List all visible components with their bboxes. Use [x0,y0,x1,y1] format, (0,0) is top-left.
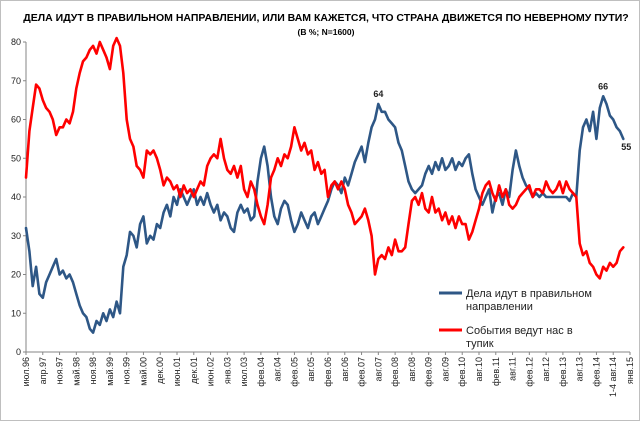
data-label: 55 [621,142,631,152]
legend-label-line: События ведут нас в [466,325,573,337]
y-tick-label: 10 [11,308,21,318]
x-tick-label: фев.05 [289,357,299,387]
x-tick-label: май.00 [138,357,148,386]
x-tick-label: авг.13 [575,357,585,381]
x-tick-label: авг.07 [373,357,383,381]
x-tick-label: ноя.97 [55,357,65,384]
x-tick-label: фев.06 [323,357,333,387]
series-line-2 [24,36,625,280]
x-tick-label: май.98 [71,357,81,386]
x-tick-label: фев.11 [491,357,501,386]
y-tick-label: 80 [11,37,21,47]
chart-subtitle: (В %; N=1600) [298,27,355,37]
series-line-1 [24,95,625,334]
x-tick-label: янв.15 [625,357,635,384]
x-tick-label: 1-4 авг.14 [608,357,618,397]
x-tick-label: фев.04 [256,357,266,387]
plot-area: 64 66 55 [24,36,631,334]
data-label: 64 [373,89,383,99]
x-tick-label: июн.01 [172,357,182,386]
x-tick-label: авг.06 [340,357,350,381]
x-tick-label: ноя.99 [122,357,132,384]
chart-title: ДЕЛА ИДУТ В ПРАВИЛЬНОМ НАПРАВЛЕНИИ, ИЛИ … [23,12,628,24]
x-tick-label: авг.12 [541,357,551,381]
x-tick-label: фев.12 [524,357,534,387]
x-tick-label: фев.13 [558,357,568,387]
x-tick-label: дек.00 [155,357,165,384]
y-tick-label: 0 [16,347,21,357]
chart-axes: 0 10 20 30 40 50 60 70 80 июл.96 апр.97 ноя.97 май.9… [11,37,635,397]
x-tick-label: авг.08 [407,357,417,381]
x-tick-label: авг.11 [508,357,518,381]
data-label: 66 [598,81,608,91]
x-tick-label: июл.96 [21,357,31,386]
x-tick-label: фев.14 [591,357,601,387]
y-tick-label: 20 [11,270,21,280]
y-tick-label: 30 [11,231,21,241]
x-tick-label: фев.10 [457,357,467,387]
x-tick-label: фев.09 [424,357,434,387]
x-tick-label: дек.01 [189,357,199,384]
x-tick-label: июл.03 [239,357,249,386]
x-tick-label: фев.07 [357,357,367,387]
legend-label-line: направлении [466,301,533,313]
x-tick-label: авг.05 [306,357,316,381]
x-tick-label: июн.02 [206,357,216,386]
y-tick-label: 40 [11,192,21,202]
x-tick-label: май.99 [105,357,115,386]
y-tick-label: 70 [11,76,21,86]
x-tick-label: янв.03 [222,357,232,384]
legend-label-1: Дела идут в правильном направлении [466,288,592,313]
legend: Дела идут в правильном направлении События… [439,288,592,350]
legend-label-2: События ведут нас в тупик [466,325,573,350]
x-tick-label: авг.10 [474,357,484,381]
x-tick-label: фев.08 [390,357,400,387]
x-tick-label: апр.97 [38,357,48,384]
y-tick-label: 60 [11,115,21,125]
y-tick-label: 50 [11,153,21,163]
legend-label-line: тупик [466,338,494,350]
x-tick-label: авг.09 [440,357,450,381]
x-tick-label: авг.04 [273,357,283,381]
legend-label-line: Дела идут в правильном [466,288,592,300]
x-tick-label: ноя.98 [88,357,98,384]
